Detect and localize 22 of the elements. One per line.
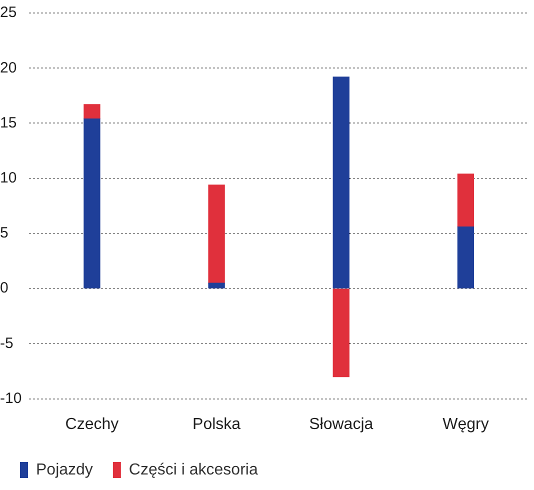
legend-label: Części i akcesoria — [128, 461, 258, 478]
y-tick-label: 20 — [0, 59, 17, 76]
x-tick-label: Słowacja — [309, 416, 374, 433]
x-tick-label: Polska — [192, 416, 241, 433]
y-tick-label: 5 — [0, 224, 8, 242]
x-tick-label: Węgry — [442, 416, 489, 433]
y-tick-label: 25 — [0, 4, 17, 22]
legend-label: Pojazdy — [36, 461, 93, 478]
y-tick-label: -5 — [0, 334, 14, 352]
bar — [208, 282, 225, 288]
bar — [457, 174, 474, 228]
bar — [208, 184, 225, 284]
y-tick-label: 15 — [0, 114, 17, 132]
bar — [332, 76, 350, 288]
y-tick-label: 0 — [0, 280, 8, 297]
y-tick-label: -10 — [0, 390, 22, 407]
bar — [84, 104, 100, 120]
bar — [457, 226, 474, 288]
bar — [332, 288, 350, 378]
bar — [84, 118, 100, 288]
y-tick-label: 10 — [0, 169, 17, 186]
x-tick-label: Czechy — [65, 416, 119, 433]
